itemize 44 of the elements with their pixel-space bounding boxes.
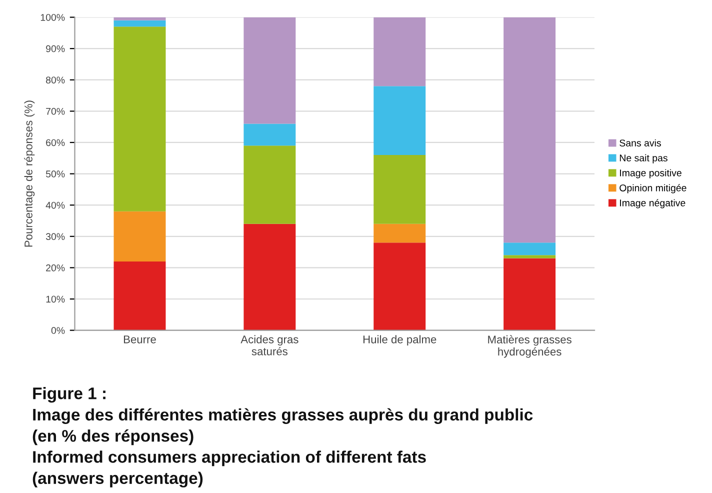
bar [374,242,426,330]
y-tick-label: 80% [46,76,65,84]
legend-label: Ne sait pas [620,154,668,164]
y-tick-label: 70% [46,108,65,115]
bar [244,224,296,330]
bar [374,155,426,224]
bar [504,258,556,330]
text: (en % des réponses) [32,429,194,446]
y-tick-label: 60% [46,139,65,146]
legend-label: Opinion mitigée [620,184,686,194]
bar [374,224,426,243]
bar [244,146,296,224]
y-tick-label: 90% [46,45,65,52]
bar [114,26,166,212]
bar [114,211,166,262]
bar [244,124,296,146]
text: Image des différentes matières grasses auprès du grand public [33,408,533,424]
bar [114,17,166,20]
legend-label: Sans avis [620,139,661,146]
text: (answers percentage) [32,472,203,488]
bar [504,17,556,243]
y-tick-label: 10% [46,296,65,303]
legend-label: Image négative [620,199,686,208]
x-tick-label: Matières grasses hydrogénées [488,335,572,358]
y-tick-label: 40% [46,202,65,209]
x-tick-label: Acides gras saturés [240,335,298,356]
y-tick-label: 50% [46,170,65,178]
y-tick-label: 20% [46,264,65,272]
bar [504,242,556,256]
bar [374,86,426,155]
y-tick-label: 0% [51,327,65,334]
bar [114,261,166,330]
y-tick-label: 100% [40,14,65,21]
y-axis-title: Pourcentage de réponses (%) [24,100,35,247]
legend-label: Image positive [620,169,682,178]
x-tick-label: Beurre [124,336,156,344]
y-tick-label: 30% [46,233,65,240]
bar [504,255,556,258]
x-tick-label: Huile de palme [363,335,436,346]
text: Informed consumers appreciation of different fats [33,450,426,466]
bar [114,20,166,27]
bar [244,17,296,124]
bar [374,17,426,86]
caption: Figure 1 : [33,387,106,403]
